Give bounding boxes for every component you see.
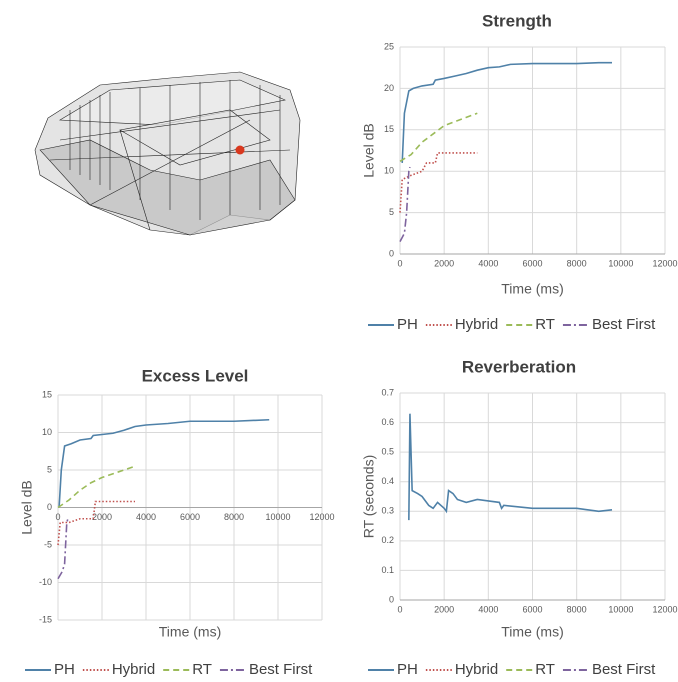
legend-label: Hybrid (455, 661, 498, 678)
x-tick-label: 10000 (608, 604, 633, 614)
legend-label: PH (397, 316, 418, 333)
legend-label: PH (54, 661, 75, 678)
x-tick-label: 0 (397, 604, 402, 614)
legend-label: RT (535, 661, 555, 678)
chart-title: Excess Level (142, 366, 249, 385)
y-axis-label: Level dB (19, 480, 35, 534)
y-tick-label: -15 (39, 614, 52, 624)
y-tick-label: 15 (42, 389, 52, 399)
y-tick-label: 0.3 (381, 506, 394, 516)
y-axis-label: Level dB (361, 123, 377, 177)
y-tick-label: 0.7 (381, 387, 394, 397)
series-line (58, 519, 68, 579)
source-marker (236, 146, 245, 155)
series-line (58, 502, 135, 546)
x-axis-label: Time (ms) (159, 624, 221, 640)
x-tick-label: 6000 (522, 604, 542, 614)
legend-label: Best First (592, 316, 656, 333)
legend-label: RT (192, 661, 212, 678)
x-tick-label: 8000 (567, 258, 587, 268)
x-tick-label: 4000 (136, 512, 156, 522)
y-tick-label: 20 (384, 83, 394, 93)
x-tick-label: 12000 (309, 512, 334, 522)
y-tick-label: 25 (384, 41, 394, 51)
legend-label: Best First (592, 661, 656, 678)
series-line (402, 63, 612, 163)
x-tick-label: 0 (55, 512, 60, 522)
x-tick-label: 8000 (567, 604, 587, 614)
x-tick-label: 10000 (608, 258, 633, 268)
series-line (400, 113, 477, 161)
x-tick-label: 6000 (522, 258, 542, 268)
y-tick-label: -10 (39, 577, 52, 587)
x-tick-label: 8000 (224, 512, 244, 522)
y-tick-label: 0 (389, 248, 394, 258)
figure: Strength05101520250200040006000800010000… (0, 0, 678, 682)
x-tick-label: 4000 (478, 604, 498, 614)
x-tick-label: 2000 (434, 604, 454, 614)
y-axis-label: RT (seconds) (361, 455, 377, 539)
x-tick-label: 10000 (265, 512, 290, 522)
chart-title: Reverberation (462, 357, 576, 376)
y-tick-label: 10 (42, 427, 52, 437)
legend-label: RT (535, 316, 555, 333)
y-tick-label: -5 (44, 539, 52, 549)
x-tick-label: 6000 (180, 512, 200, 522)
series-line (409, 414, 612, 520)
y-tick-label: 0.5 (381, 447, 394, 457)
y-tick-label: 15 (384, 124, 394, 134)
legend-label: Best First (249, 661, 313, 678)
legend-label: PH (397, 661, 418, 678)
y-tick-label: 0.2 (381, 535, 394, 545)
y-tick-label: 5 (47, 464, 52, 474)
y-tick-label: 0 (389, 594, 394, 604)
x-axis-label: Time (ms) (501, 281, 563, 297)
x-tick-label: 12000 (652, 604, 677, 614)
y-tick-label: 10 (384, 166, 394, 176)
x-tick-label: 2000 (434, 258, 454, 268)
y-tick-label: 5 (389, 207, 394, 217)
y-tick-label: 0.1 (381, 565, 394, 575)
y-tick-label: 0 (47, 502, 52, 512)
x-tick-label: 0 (397, 258, 402, 268)
legend-label: Hybrid (455, 316, 498, 333)
chart-title: Strength (482, 11, 552, 30)
y-tick-label: 0.4 (381, 476, 394, 486)
y-tick-label: 0.6 (381, 417, 394, 427)
series-line (400, 153, 477, 213)
x-tick-label: 12000 (652, 258, 677, 268)
x-axis-label: Time (ms) (501, 624, 563, 640)
legend-label: Hybrid (112, 661, 155, 678)
x-tick-label: 2000 (92, 512, 112, 522)
x-tick-label: 4000 (478, 258, 498, 268)
building-model (35, 72, 300, 235)
